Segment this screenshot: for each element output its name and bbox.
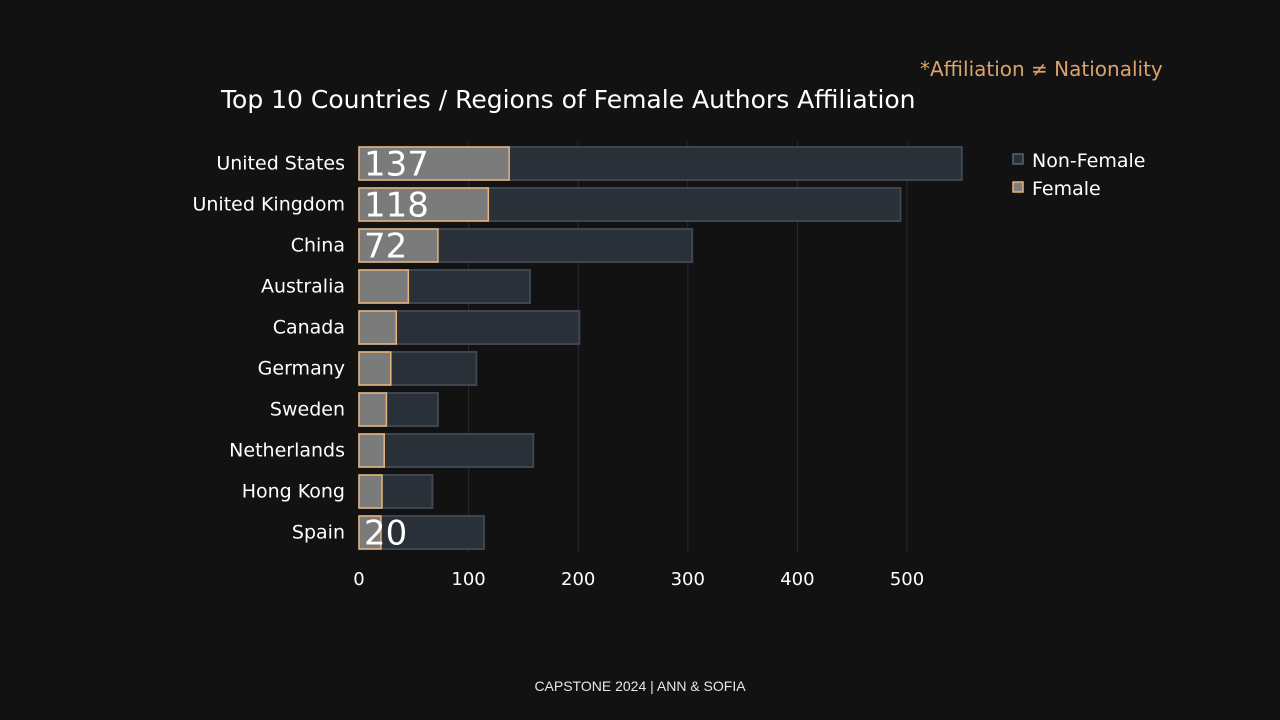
- category-label-canada: Canada: [273, 317, 345, 339]
- chart-title: Top 10 Countries / Regions of Female Aut…: [220, 85, 916, 114]
- data-label-china: 72: [364, 227, 407, 267]
- category-label-united-kingdom: United Kingdom: [192, 194, 345, 216]
- category-label-spain: Spain: [292, 522, 345, 544]
- x-tick-label-400: 400: [780, 569, 814, 590]
- x-tick-label-200: 200: [561, 569, 595, 590]
- category-label-china: China: [291, 235, 345, 257]
- legend-label-female: Female: [1032, 178, 1101, 200]
- bar-non-female-netherlands: [358, 433, 535, 468]
- x-tick-label-0: 0: [353, 569, 364, 590]
- footer-credit: CAPSTONE 2024 | ANN & SOFIA: [534, 678, 746, 694]
- data-label-united-kingdom: 118: [364, 186, 429, 226]
- x-tick-label-300: 300: [671, 569, 705, 590]
- bar-female-united-kingdom: [358, 187, 490, 222]
- legend-swatch-non-female: [1012, 153, 1024, 165]
- category-label-germany: Germany: [258, 358, 345, 380]
- legend-label-non-female: Non-Female: [1032, 150, 1145, 172]
- x-tick-label-500: 500: [890, 569, 924, 590]
- x-axis-ticks: 0 100 200 300 400 500: [353, 569, 924, 590]
- bar-female-netherlands: [358, 433, 385, 468]
- data-label-spain: 20: [364, 514, 407, 554]
- female-series: [358, 146, 510, 550]
- category-label-australia: Australia: [261, 276, 345, 298]
- bar-female-sweden: [358, 392, 388, 427]
- data-label-united-states: 137: [364, 145, 429, 185]
- category-label-sweden: Sweden: [270, 399, 345, 421]
- bar-female-hong-kong: [358, 474, 383, 509]
- y-axis-categories: United States United Kingdom China Australi…: [192, 153, 345, 544]
- x-tick-label-100: 100: [451, 569, 485, 590]
- category-label-united-states: United States: [216, 153, 345, 175]
- bar-female-china: [358, 228, 439, 263]
- category-label-netherlands: Netherlands: [229, 440, 345, 462]
- category-label-hong-kong: Hong Kong: [242, 481, 345, 503]
- bar-female-germany: [358, 351, 392, 386]
- bar-female-spain: [358, 515, 382, 550]
- bar-female-australia: [358, 269, 410, 304]
- bar-female-united-states: [358, 146, 510, 181]
- bar-female-canada: [358, 310, 398, 345]
- legend: Non-Female Female: [1012, 150, 1145, 200]
- legend-swatch-female: [1012, 181, 1024, 193]
- affiliation-note: *Affiliation ≠ Nationality: [920, 57, 1163, 81]
